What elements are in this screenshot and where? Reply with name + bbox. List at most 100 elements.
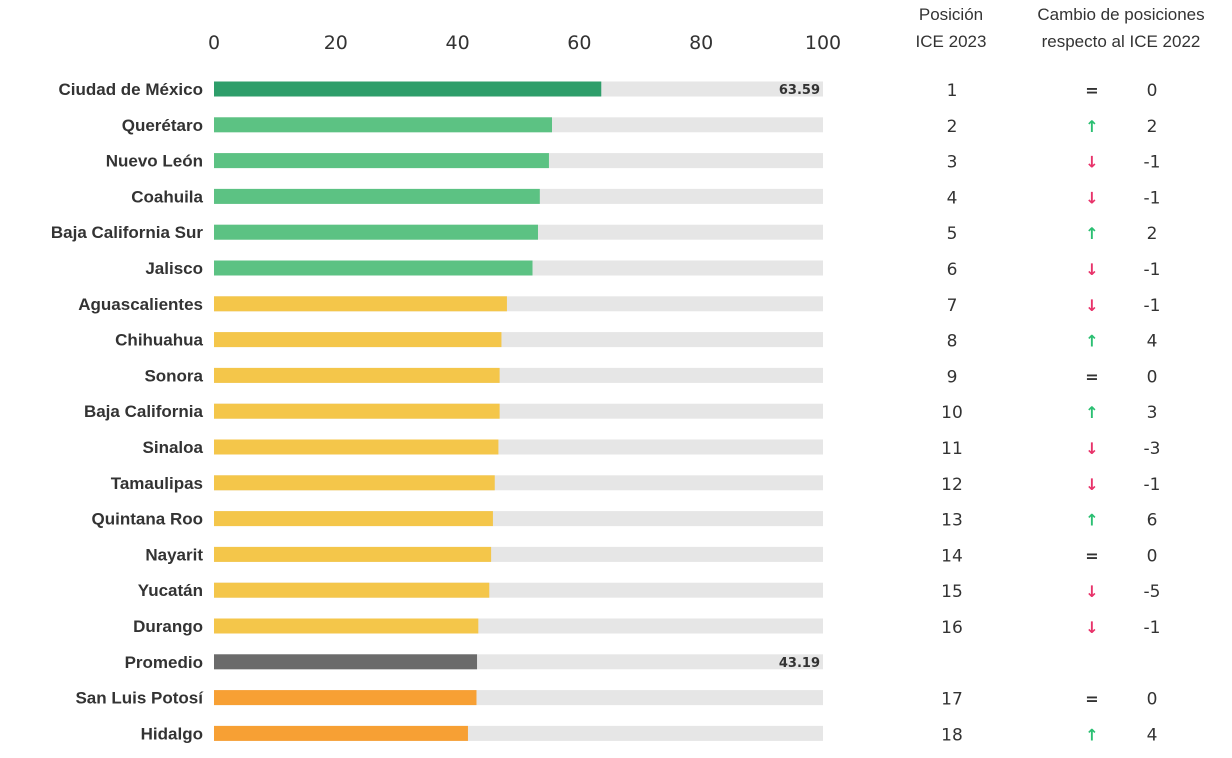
bar (214, 188, 540, 204)
bar (214, 546, 492, 562)
arrow-up-icon: ↑ (1085, 224, 1098, 243)
row-label: Jalisco (145, 259, 203, 278)
row-label: Yucatán (138, 581, 203, 600)
arrow-up-icon: ↑ (1085, 403, 1098, 422)
arrow-up-icon: ↑ (1085, 332, 1098, 351)
x-tick-label: 0 (208, 32, 220, 54)
position-rank: 4 (947, 188, 958, 208)
change-header-line2: respecto al ICE 2022 (1041, 32, 1201, 51)
change-header: Cambio de posiciones respecto al ICE 202… (1012, 1, 1230, 55)
position-rank: 3 (947, 153, 958, 173)
position-header-line2: ICE 2023 (915, 32, 987, 51)
row-label: San Luis Potosí (75, 689, 204, 708)
position-rank: 16 (941, 618, 963, 638)
position-rank: 15 (941, 582, 963, 602)
x-tick-label: 60 (567, 32, 591, 54)
bar (214, 81, 602, 97)
position-change: 2 (1147, 117, 1158, 137)
position-change: -1 (1144, 153, 1161, 173)
bar (214, 332, 502, 348)
position-change: 4 (1147, 725, 1158, 745)
position-change: 6 (1147, 511, 1158, 531)
position-rank: 12 (941, 475, 963, 495)
position-change: 0 (1147, 690, 1158, 710)
arrow-up-icon: ↑ (1085, 117, 1098, 136)
position-change: -1 (1144, 260, 1161, 280)
position-rank: 9 (947, 367, 958, 387)
row-label: Baja California Sur (51, 223, 203, 242)
bar (214, 439, 499, 455)
row-label: Nayarit (145, 545, 203, 564)
bar (214, 618, 479, 634)
bar (214, 224, 538, 240)
arrow-down-icon: ↓ (1085, 618, 1098, 637)
position-rank: 6 (947, 260, 958, 280)
row-label: Hidalgo (141, 724, 203, 743)
bar (214, 403, 500, 419)
position-change: -3 (1144, 439, 1161, 459)
position-change: 2 (1147, 224, 1158, 244)
bar (214, 153, 549, 169)
row-label: Aguascalientes (78, 295, 203, 314)
position-change: -5 (1144, 582, 1161, 602)
position-change: 3 (1147, 403, 1158, 423)
row-label: Querétaro (122, 116, 203, 135)
bar (214, 582, 490, 598)
position-change: -1 (1144, 188, 1161, 208)
arrow-down-icon: ↓ (1085, 475, 1098, 494)
bar (214, 367, 500, 383)
position-change: 0 (1147, 546, 1158, 566)
row-label: Baja California (84, 402, 204, 421)
bar (214, 654, 478, 670)
equal-icon: = (1085, 546, 1098, 565)
position-change: 4 (1147, 332, 1158, 352)
row-label: Ciudad de México (58, 80, 203, 99)
arrow-down-icon: ↓ (1085, 582, 1098, 601)
bar (214, 117, 552, 133)
row-label: Chihuahua (115, 331, 203, 350)
position-rank: 7 (947, 296, 958, 316)
row-label: Sonora (144, 366, 203, 385)
value-label: 43.19 (779, 656, 820, 671)
row-label: Promedio (125, 653, 203, 672)
position-rank: 8 (947, 332, 958, 352)
row-label: Nuevo León (106, 152, 203, 171)
arrow-down-icon: ↓ (1085, 260, 1098, 279)
x-tick-label: 20 (324, 32, 348, 54)
arrow-down-icon: ↓ (1085, 153, 1098, 172)
position-change: 0 (1147, 367, 1158, 387)
row-label: Durango (133, 617, 203, 636)
bar (214, 511, 493, 527)
bar (214, 725, 468, 741)
position-rank: 10 (941, 403, 963, 423)
bar (214, 475, 495, 491)
equal-icon: = (1085, 367, 1098, 386)
position-rank: 11 (941, 439, 963, 459)
position-rank: 14 (941, 546, 963, 566)
arrow-up-icon: ↑ (1085, 511, 1098, 530)
bar (214, 690, 477, 706)
bar (214, 260, 533, 276)
position-change: 0 (1147, 81, 1158, 101)
position-rank: 2 (947, 117, 958, 137)
position-change: -1 (1144, 296, 1161, 316)
x-tick-label: 40 (446, 32, 470, 54)
row-label: Coahuila (131, 187, 203, 206)
arrow-down-icon: ↓ (1085, 188, 1098, 207)
row-label: Quintana Roo (92, 510, 203, 529)
arrow-down-icon: ↓ (1085, 296, 1098, 315)
bar (214, 296, 507, 312)
position-change: -1 (1144, 618, 1161, 638)
position-rank: 13 (941, 511, 963, 531)
position-header-line1: Posición (918, 5, 984, 24)
arrow-down-icon: ↓ (1085, 439, 1098, 458)
position-header: Posición ICE 2023 (896, 1, 1006, 55)
x-tick-label: 80 (689, 32, 713, 54)
row-label: Sinaloa (143, 438, 204, 457)
equal-icon: = (1085, 81, 1098, 100)
row-label: Tamaulipas (111, 474, 203, 493)
position-change: -1 (1144, 475, 1161, 495)
value-label: 63.59 (779, 83, 820, 98)
position-rank: 1 (947, 81, 958, 101)
